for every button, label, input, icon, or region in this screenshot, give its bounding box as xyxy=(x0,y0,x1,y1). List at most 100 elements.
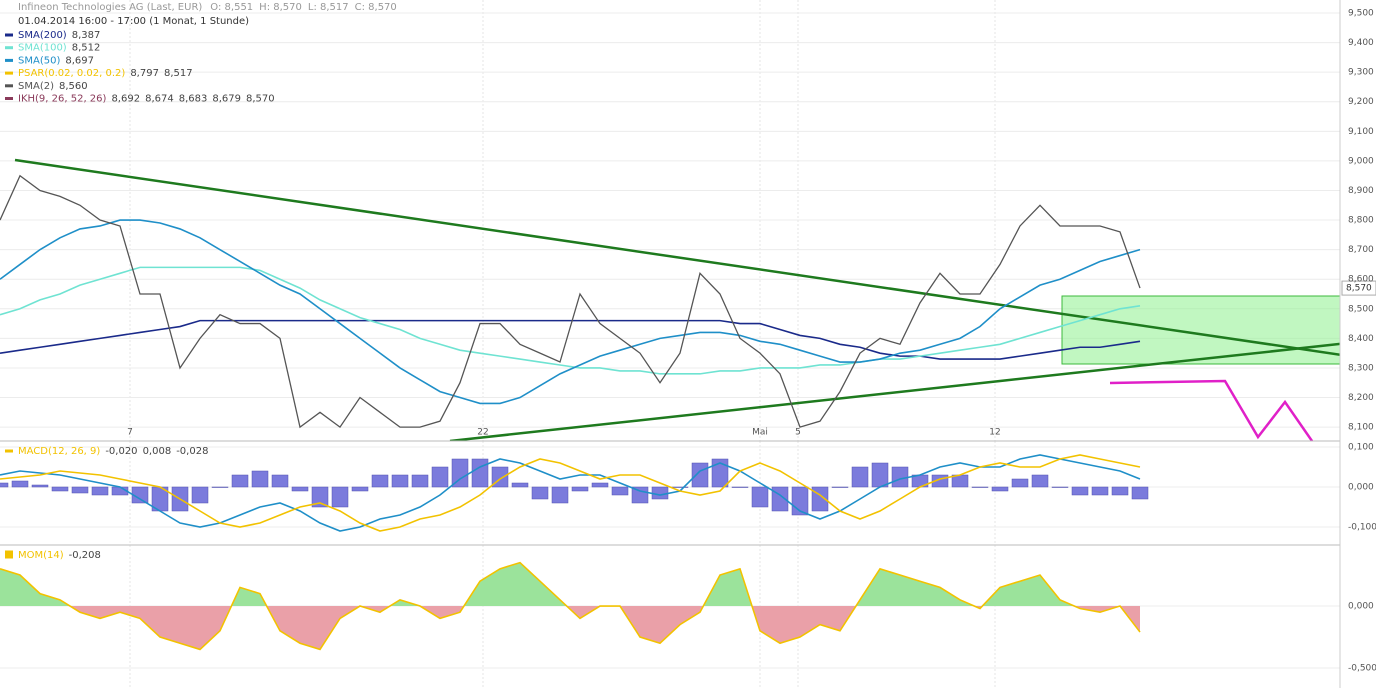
histogram-bar xyxy=(671,486,689,488)
y-tick-label: -0,100 xyxy=(1348,523,1376,533)
histogram-bar xyxy=(251,470,269,488)
legend-swatch xyxy=(5,46,13,50)
histogram-bar xyxy=(871,462,889,488)
series-line xyxy=(0,219,1141,405)
histogram-bar xyxy=(511,482,529,488)
histogram-bar xyxy=(411,474,429,488)
legend-readout: -0,208 xyxy=(69,550,101,561)
x-tick-label: 22 xyxy=(477,428,488,438)
y-tick-label: 9,300 xyxy=(1348,68,1374,78)
histogram-bar xyxy=(0,482,9,488)
histogram-bar xyxy=(691,462,709,488)
legend-label: MOM(14) xyxy=(18,550,64,561)
annotations xyxy=(14,158,1340,441)
histogram-bar xyxy=(471,458,489,488)
y-tick-label: 8,800 xyxy=(1348,216,1374,226)
y-tick-label: 0,000 xyxy=(1348,602,1374,612)
legend-label: SMA(50) xyxy=(18,55,60,66)
series-line xyxy=(0,561,1141,651)
histogram-bar xyxy=(1031,474,1049,488)
legend-readout: 8,797 xyxy=(130,68,159,79)
histogram-bar xyxy=(71,486,89,494)
histogram-bar xyxy=(1091,486,1109,496)
histogram-bar xyxy=(271,474,289,488)
legend-swatch xyxy=(5,550,13,559)
legend-label: IKH(9, 26, 52, 26) xyxy=(18,94,107,105)
histogram-bar xyxy=(891,466,909,488)
legend-label: MACD(12, 26, 9) xyxy=(18,446,100,457)
ohlc-readout: O: 8,551 xyxy=(210,2,253,13)
histogram-bar xyxy=(1051,486,1069,488)
legend-readout: 8,679 xyxy=(212,94,241,105)
legend-readout: 8,560 xyxy=(59,81,88,92)
last-price-box xyxy=(1341,280,1376,296)
series-line xyxy=(0,174,1141,429)
histogram-bar xyxy=(851,466,869,488)
legend-label: PSAR(0.02, 0.02, 0.2) xyxy=(18,68,125,79)
negative-area xyxy=(0,606,1140,650)
histogram-bar xyxy=(651,486,669,500)
series-line xyxy=(0,319,1141,360)
ohlc-readout: C: 8,570 xyxy=(355,2,397,13)
legend-swatch xyxy=(5,97,13,100)
histogram-bar xyxy=(1011,478,1029,488)
histogram-bar xyxy=(431,466,449,488)
histogram-bar xyxy=(191,486,209,504)
histogram-bar xyxy=(1071,486,1089,496)
legend-label: SMA(100) xyxy=(18,43,67,54)
legend-swatch xyxy=(5,33,13,37)
y-tick-label: 0,100 xyxy=(1348,443,1374,453)
histogram-bar xyxy=(551,486,569,504)
histogram-bar xyxy=(611,486,629,496)
labels: Infineon Technologies AG (Last, EUR) 01.… xyxy=(5,2,1376,674)
histogram-bar xyxy=(31,484,49,488)
x-tick-label: Mai xyxy=(752,428,768,438)
histogram-bar xyxy=(711,458,729,488)
ohlc-readout: H: 8,570 xyxy=(259,2,302,13)
legend-swatch xyxy=(5,84,13,88)
positive-area xyxy=(0,562,1075,607)
last-price-label: 8,570 xyxy=(1346,284,1372,294)
x-tick-label: 7 xyxy=(127,428,133,438)
y-tick-label: 9,500 xyxy=(1348,9,1374,19)
x-tick-label: 12 xyxy=(989,428,1000,438)
series-line xyxy=(0,454,1141,532)
legend-label: SMA(200) xyxy=(18,30,67,41)
legend-swatch xyxy=(5,58,13,62)
histogram-bar xyxy=(331,486,349,508)
legend-readout: -0,028 xyxy=(176,446,208,457)
histogram-bar xyxy=(991,486,1009,492)
histogram-bar xyxy=(351,486,369,492)
histogram-bar xyxy=(11,480,29,488)
y-tick-label: 9,000 xyxy=(1348,156,1374,166)
legend-readout: 8,683 xyxy=(179,94,208,105)
histogram-bar xyxy=(971,486,989,488)
chart-title: Infineon Technologies AG (Last, EUR) xyxy=(18,2,202,13)
series-line xyxy=(0,454,1141,532)
series-line xyxy=(0,266,1141,375)
histogram-bar xyxy=(311,486,329,508)
histogram-bar xyxy=(51,486,69,492)
legend-readout: 8,517 xyxy=(164,68,193,79)
histogram-bar xyxy=(291,486,309,492)
legend-readout: 8,387 xyxy=(72,30,101,41)
y-tick-label: 0,000 xyxy=(1348,483,1374,493)
x-tick-label: 5 xyxy=(795,428,801,438)
subtitle: 01.04.2014 16:00 - 17:00 (1 Monat, 1 Stu… xyxy=(18,16,249,27)
y-tick-label: 9,200 xyxy=(1348,97,1374,107)
histogram-bar xyxy=(731,486,749,488)
legend-swatch xyxy=(5,449,13,453)
y-tick-label: 8,500 xyxy=(1348,304,1374,314)
legend-readout: 8,512 xyxy=(72,43,101,54)
histogram-bar xyxy=(591,482,609,488)
ohlc-readout: L: 8,517 xyxy=(308,2,349,13)
trend-line xyxy=(449,342,1340,441)
histogram-bar xyxy=(451,458,469,488)
y-tick-label: 8,400 xyxy=(1348,334,1374,344)
target-zone xyxy=(1061,295,1340,365)
histogram-bar xyxy=(571,486,589,492)
legend-readout: 8,570 xyxy=(246,94,275,105)
y-tick-label: 8,700 xyxy=(1348,245,1374,255)
legend-swatch xyxy=(5,71,13,75)
